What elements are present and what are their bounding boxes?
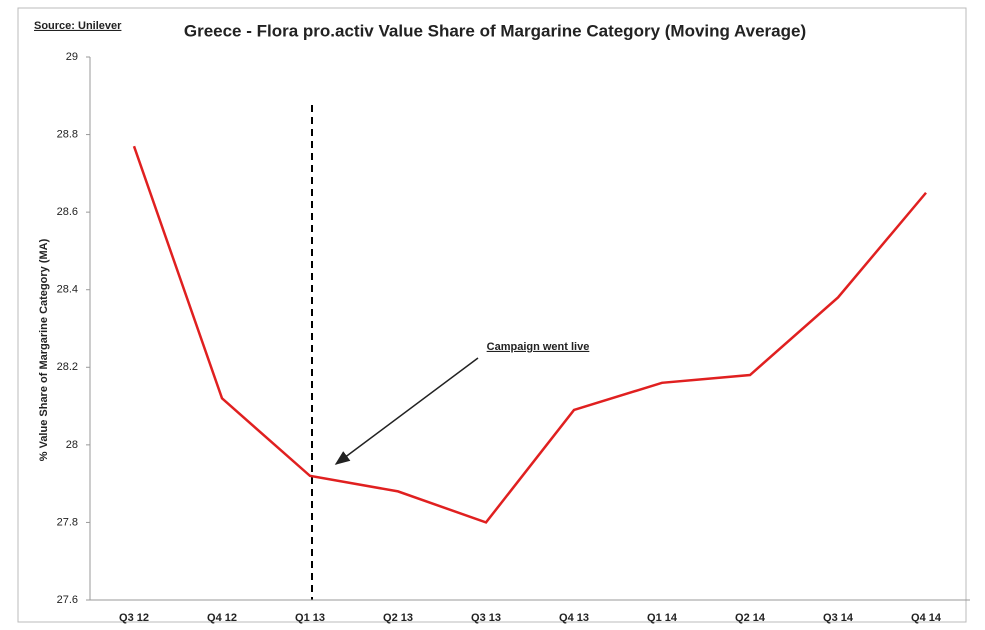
chart-title: Greece - Flora pro.activ Value Share of … bbox=[184, 21, 806, 40]
y-tick-label: 28.2 bbox=[57, 361, 78, 373]
x-tick-label: Q4 13 bbox=[559, 612, 589, 624]
chart-frame bbox=[17, 7, 967, 623]
x-tick-label: Q3 13 bbox=[471, 612, 501, 624]
x-tick-label: Q2 13 bbox=[383, 612, 413, 624]
y-tick-label: 28 bbox=[66, 439, 78, 451]
x-tick-label: Q3 14 bbox=[823, 612, 854, 624]
x-tick-label: Q4 14 bbox=[911, 612, 942, 624]
y-tick-label: 28.8 bbox=[57, 128, 78, 140]
x-tick-label: Q1 14 bbox=[647, 612, 678, 624]
y-tick-label: 27.6 bbox=[57, 594, 78, 606]
x-tick-label: Q1 13 bbox=[295, 612, 325, 624]
y-tick-label: 29 bbox=[66, 51, 78, 63]
y-tick-label: 28.4 bbox=[57, 284, 78, 296]
source: Source: Unilever bbox=[34, 20, 122, 32]
annotation-arrow bbox=[334, 357, 479, 465]
x-tick-label: Q2 14 bbox=[735, 612, 766, 624]
line-series bbox=[132, 145, 927, 524]
y-tick-label: 27.8 bbox=[57, 516, 78, 528]
x-tick-label: Q3 12 bbox=[119, 612, 149, 624]
x-tick-label: Q4 12 bbox=[207, 612, 237, 624]
y-axis-label: % Value Share of Margarine Category (MA) bbox=[38, 238, 50, 461]
annotation: Campaign went live bbox=[487, 341, 590, 353]
y-tick-label: 28.6 bbox=[57, 206, 78, 218]
